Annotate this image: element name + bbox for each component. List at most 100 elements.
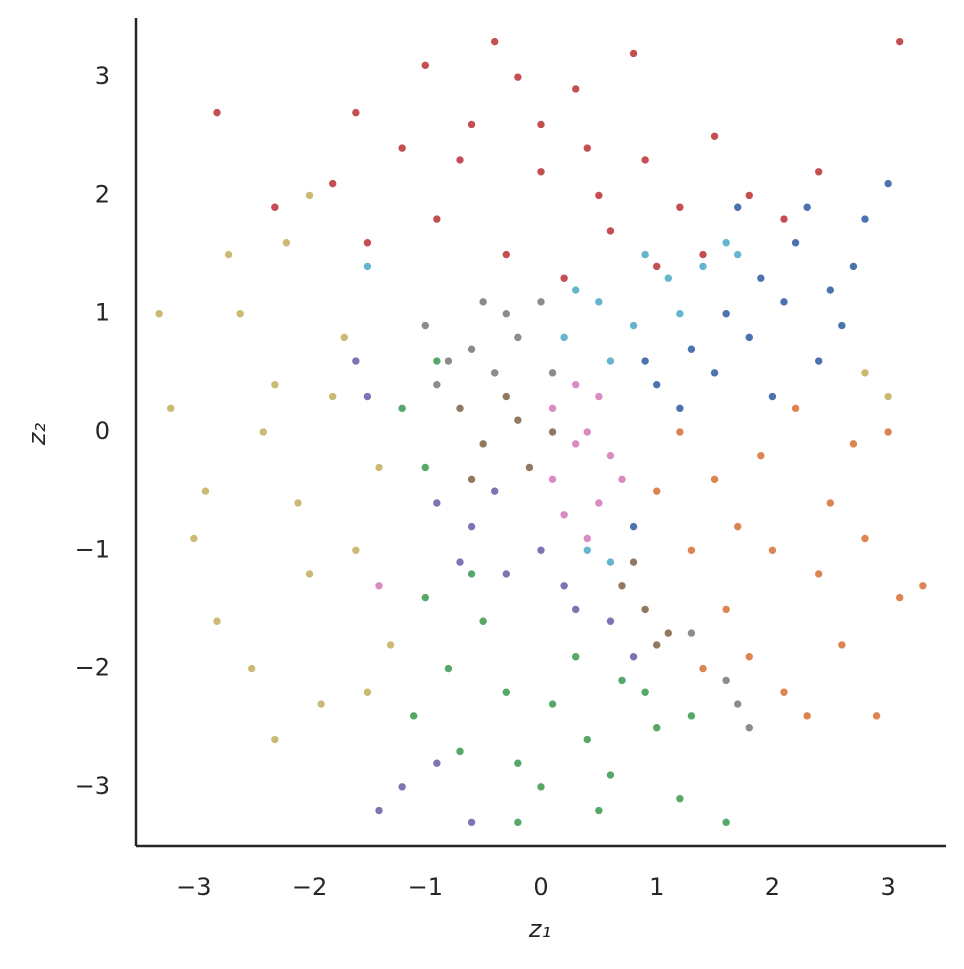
point <box>617 475 627 484</box>
point <box>548 368 557 378</box>
y-tick-label: −1 <box>75 535 110 563</box>
point <box>513 415 523 425</box>
point <box>235 309 245 319</box>
point <box>606 616 615 626</box>
point <box>883 179 893 188</box>
point <box>270 380 280 389</box>
point <box>374 806 384 815</box>
point <box>501 309 511 319</box>
point <box>571 439 581 449</box>
point <box>721 676 731 685</box>
point <box>582 427 592 437</box>
point <box>744 723 754 733</box>
point <box>606 770 615 780</box>
point <box>825 285 835 295</box>
point <box>733 522 743 531</box>
point <box>860 368 870 378</box>
point <box>513 818 523 827</box>
point <box>710 368 719 378</box>
point <box>629 49 638 58</box>
point <box>548 404 557 413</box>
point <box>397 143 407 153</box>
point <box>617 581 627 591</box>
point <box>629 652 638 662</box>
point <box>536 782 546 792</box>
point <box>814 356 824 366</box>
point <box>779 297 789 307</box>
point <box>420 593 430 602</box>
point <box>536 167 546 177</box>
point <box>594 297 604 307</box>
point <box>467 818 476 827</box>
point <box>744 191 754 200</box>
point <box>675 427 685 437</box>
point <box>501 687 511 697</box>
point <box>513 72 523 82</box>
point <box>351 108 361 117</box>
point <box>594 191 604 200</box>
point <box>721 309 731 319</box>
point <box>420 61 430 70</box>
point <box>559 333 569 342</box>
point <box>559 510 569 520</box>
x-axis-label: z₁ <box>528 915 551 943</box>
point <box>316 699 326 709</box>
point <box>721 818 731 827</box>
point <box>224 250 233 259</box>
point <box>802 711 812 721</box>
y-tick-label: 2 <box>95 180 110 208</box>
point <box>744 333 754 342</box>
y-tick-label: 3 <box>95 62 110 90</box>
point <box>490 368 500 378</box>
point <box>582 545 592 555</box>
point <box>328 179 338 188</box>
point <box>606 451 615 460</box>
point <box>548 699 557 709</box>
point <box>293 498 303 508</box>
point <box>536 545 546 555</box>
y-tick-label: −3 <box>75 772 110 800</box>
point <box>467 522 476 531</box>
point <box>444 664 453 673</box>
point <box>756 273 766 283</box>
point <box>640 250 650 259</box>
point <box>640 605 650 614</box>
point <box>444 356 453 366</box>
point <box>640 687 650 697</box>
point <box>675 309 685 319</box>
point <box>270 735 280 744</box>
point <box>467 569 476 579</box>
point <box>629 321 638 330</box>
point <box>374 581 384 591</box>
point <box>467 120 476 129</box>
point <box>409 711 419 721</box>
x-tick-label: 0 <box>533 873 548 901</box>
point <box>513 758 523 768</box>
point <box>698 250 708 259</box>
point <box>501 569 511 579</box>
point <box>849 262 858 271</box>
point <box>559 273 569 283</box>
point <box>837 640 847 650</box>
point <box>721 605 731 614</box>
point <box>733 250 743 259</box>
point <box>432 498 442 508</box>
point <box>201 486 210 496</box>
point <box>397 782 407 792</box>
point <box>872 711 881 721</box>
point <box>328 392 338 401</box>
point <box>698 262 708 271</box>
point <box>744 652 754 662</box>
point <box>212 616 222 626</box>
point <box>166 404 176 413</box>
point <box>386 640 395 650</box>
x-tick-label: −1 <box>408 873 443 901</box>
point <box>652 380 662 389</box>
point <box>814 569 824 579</box>
point <box>802 202 812 212</box>
point <box>467 344 476 354</box>
point <box>814 167 824 177</box>
y-axis-label: z₂ <box>23 423 51 447</box>
point <box>663 273 673 283</box>
